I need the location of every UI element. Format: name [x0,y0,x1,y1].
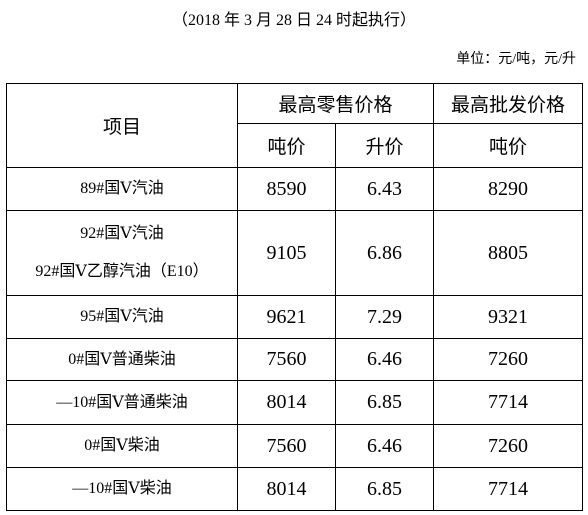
price-cell: 9321 [433,295,584,339]
price-cell: 7714 [433,467,584,511]
item-cell: 0#国Ⅴ柴油 [6,424,238,468]
table-row: 0#国Ⅴ普通柴油 7560 6.46 7260 [6,338,584,381]
item-cell: —10#国Ⅴ普通柴油 [6,380,238,425]
price-table: 项目 最高零售价格 最高批发价格 吨价 升价 吨价 89#国Ⅴ汽油 8590 6.4… [6,83,584,511]
price-cell: 6.43 [334,167,435,211]
price-cell: 7260 [433,338,584,381]
item-cell: —10#国Ⅴ柴油 [6,467,238,511]
price-cell: 9105 [237,210,336,296]
header-cell: 最高批发价格 [433,83,584,124]
table-row: —10#国Ⅴ柴油 8014 6.85 7714 [6,467,584,511]
price-cell: 8290 [433,167,584,211]
price-cell: 6.86 [334,210,435,296]
item-cell: 89#国Ⅴ汽油 [6,167,238,211]
item-line: —10#国Ⅴ柴油 [72,480,172,497]
price-cell: 7560 [237,424,336,468]
price-cell: 8805 [433,210,584,296]
header-cell: 项目 [6,83,238,168]
table-row: 0#国Ⅴ柴油 7560 6.46 7260 [6,424,584,468]
sub-header-cell: 升价 [334,123,435,168]
price-cell: 8014 [237,380,336,425]
price-cell: 8014 [237,467,336,511]
price-cell: 9621 [237,295,336,339]
price-cell: 6.85 [334,380,435,425]
price-cell: 8590 [237,167,336,211]
table-body: 项目 最高零售价格 最高批发价格 吨价 升价 吨价 89#国Ⅴ汽油 8590 6.4… [6,83,584,511]
table-row: 89#国Ⅴ汽油 8590 6.43 8290 [6,167,584,211]
item-line: —10#国Ⅴ普通柴油 [56,393,188,411]
item-line: 92#国Ⅴ乙醇汽油（E10） [35,263,209,280]
table-row: —10#国Ⅴ普通柴油 8014 6.85 7714 [6,380,584,425]
table-row: 95#国Ⅴ汽油 9621 7.29 9321 [6,295,584,339]
item-line: 89#国Ⅴ汽油 [80,180,164,197]
price-cell: 6.85 [334,467,435,511]
price-cell: 7.29 [334,295,435,339]
item-cell: 92#国Ⅴ汽油 92#国Ⅴ乙醇汽油（E10） [6,210,238,296]
sub-header-cell: 吨价 [433,123,584,168]
item-line: 0#国Ⅴ柴油 [84,437,160,454]
price-cell: 6.46 [334,424,435,468]
item-line: 95#国Ⅴ汽油 [80,308,164,325]
item-cell: 0#国Ⅴ普通柴油 [6,338,238,381]
price-cell: 6.46 [334,338,435,381]
subtitle: （2018 年 3 月 28 日 24 时起执行） [171,12,416,29]
price-cell: 7260 [433,424,584,468]
item-line: 92#国Ⅴ汽油 [80,225,164,242]
item-cell: 95#国Ⅴ汽油 [6,295,238,339]
item-line: 0#国Ⅴ普通柴油 [68,350,176,368]
price-cell: 7560 [237,338,336,381]
sub-header-cell: 吨价 [237,123,336,168]
table-row: 92#国Ⅴ汽油 92#国Ⅴ乙醇汽油（E10） 9105 6.86 8805 [6,210,584,296]
price-cell: 7714 [433,380,584,425]
header-cell: 最高零售价格 [236,83,435,124]
unit-note: 单位：元/吨，元/升 [456,52,576,67]
